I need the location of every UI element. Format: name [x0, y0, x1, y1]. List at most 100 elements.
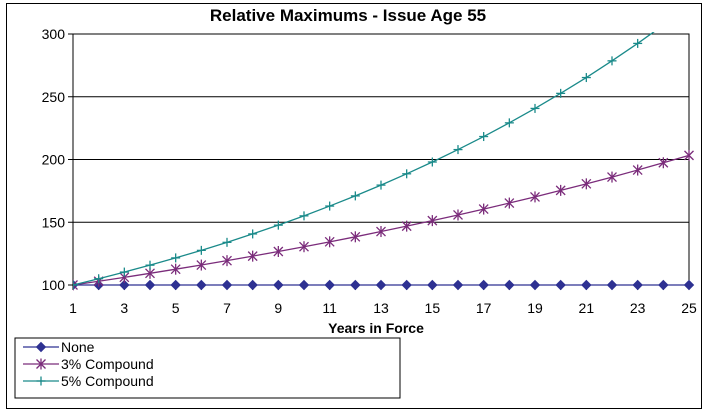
series-line: [73, 154, 690, 286]
gridlines: [73, 33, 689, 286]
y-tick-label: 100: [42, 277, 66, 293]
data-point: [350, 191, 360, 201]
data-point: [607, 171, 617, 183]
data-point: [221, 279, 233, 291]
legend-label: 3% Compound: [61, 356, 154, 372]
y-tick-label: 250: [42, 89, 66, 105]
x-tick-label: 3: [120, 300, 128, 316]
data-point: [196, 245, 206, 255]
data-point: [325, 201, 335, 211]
legend-marker: [35, 341, 47, 353]
data-point: [273, 279, 284, 291]
data-point: [222, 237, 232, 247]
data-point: [555, 279, 566, 291]
legend-item: None: [23, 339, 95, 355]
legend-box: [14, 337, 401, 399]
data-point: [401, 279, 412, 291]
data-point: [452, 279, 464, 291]
data-point: [555, 184, 566, 196]
data-point: [273, 220, 283, 230]
x-tick-label: 1: [69, 300, 77, 316]
data-point: [119, 267, 129, 277]
data-point: [299, 241, 309, 253]
data-point: [298, 279, 310, 291]
data-point: [324, 279, 335, 291]
x-tick-label: 21: [579, 300, 595, 316]
series-1: [73, 279, 695, 291]
data-point: [684, 149, 694, 161]
data-point: [376, 226, 386, 238]
data-point: [529, 279, 541, 291]
y-tick-label: 150: [42, 214, 66, 230]
data-point: [273, 245, 284, 257]
data-point: [427, 279, 438, 291]
data-point: [73, 279, 78, 291]
data-point: [504, 279, 515, 291]
data-point: [632, 164, 643, 176]
legend-label: 5% Compound: [61, 373, 154, 389]
legend-item: 3% Compound: [23, 356, 154, 372]
data-point: [453, 145, 463, 155]
data-point: [222, 255, 232, 267]
data-point: [607, 56, 617, 66]
series-2: [73, 149, 694, 291]
x-tick-label: 11: [322, 300, 337, 316]
data-point: [658, 279, 669, 291]
series-line: [73, 32, 655, 286]
data-point: [530, 191, 540, 203]
data-point: [632, 279, 643, 291]
data-point: [324, 236, 335, 248]
data-point: [478, 203, 489, 215]
series: [73, 32, 695, 291]
data-point: [247, 250, 258, 262]
x-tick-label: 13: [373, 300, 389, 316]
x-tick-label: 15: [425, 300, 441, 316]
data-point: [299, 211, 309, 221]
data-point: [402, 169, 412, 179]
data-point: [73, 280, 78, 290]
data-point: [144, 279, 156, 291]
data-point: [453, 209, 463, 221]
data-point: [658, 157, 669, 169]
data-point: [581, 279, 592, 291]
x-tick-label: 7: [223, 300, 231, 316]
legend-marker: [36, 376, 46, 386]
series-3: [73, 32, 655, 290]
x-tick-label: 23: [630, 300, 646, 316]
data-point: [479, 132, 489, 142]
data-point: [633, 38, 643, 48]
data-point: [376, 180, 386, 190]
x-tick-label: 17: [476, 300, 492, 316]
chart-frame: 100 150 200 250 300 1 3 5 7 9 11 13 15 17 19 21 23 25 Rel…: [6, 3, 702, 409]
data-point: [606, 279, 618, 291]
data-point: [427, 215, 438, 227]
data-point: [581, 73, 591, 83]
data-point: [375, 279, 387, 291]
data-point: [247, 279, 258, 291]
data-point: [350, 231, 361, 243]
data-point: [683, 279, 695, 291]
data-point: [504, 197, 515, 209]
x-tick-label: 9: [274, 300, 282, 316]
data-point: [504, 118, 514, 128]
x-tick-label: 25: [681, 300, 697, 316]
data-point: [145, 260, 155, 270]
x-tick-label: 5: [172, 300, 180, 316]
y-tick-label: 300: [42, 26, 66, 42]
data-point: [196, 259, 207, 271]
legend-label: None: [61, 339, 95, 355]
data-point: [581, 178, 592, 190]
data-point: [556, 88, 566, 98]
data-point: [427, 157, 437, 167]
data-point: [196, 279, 207, 291]
data-point: [170, 279, 181, 291]
data-point: [94, 274, 104, 284]
y-tick-label: 200: [42, 152, 66, 168]
legend-marker: [36, 358, 46, 370]
data-point: [530, 103, 540, 113]
data-point: [401, 220, 412, 232]
data-point: [248, 229, 258, 239]
data-point: [171, 253, 181, 263]
